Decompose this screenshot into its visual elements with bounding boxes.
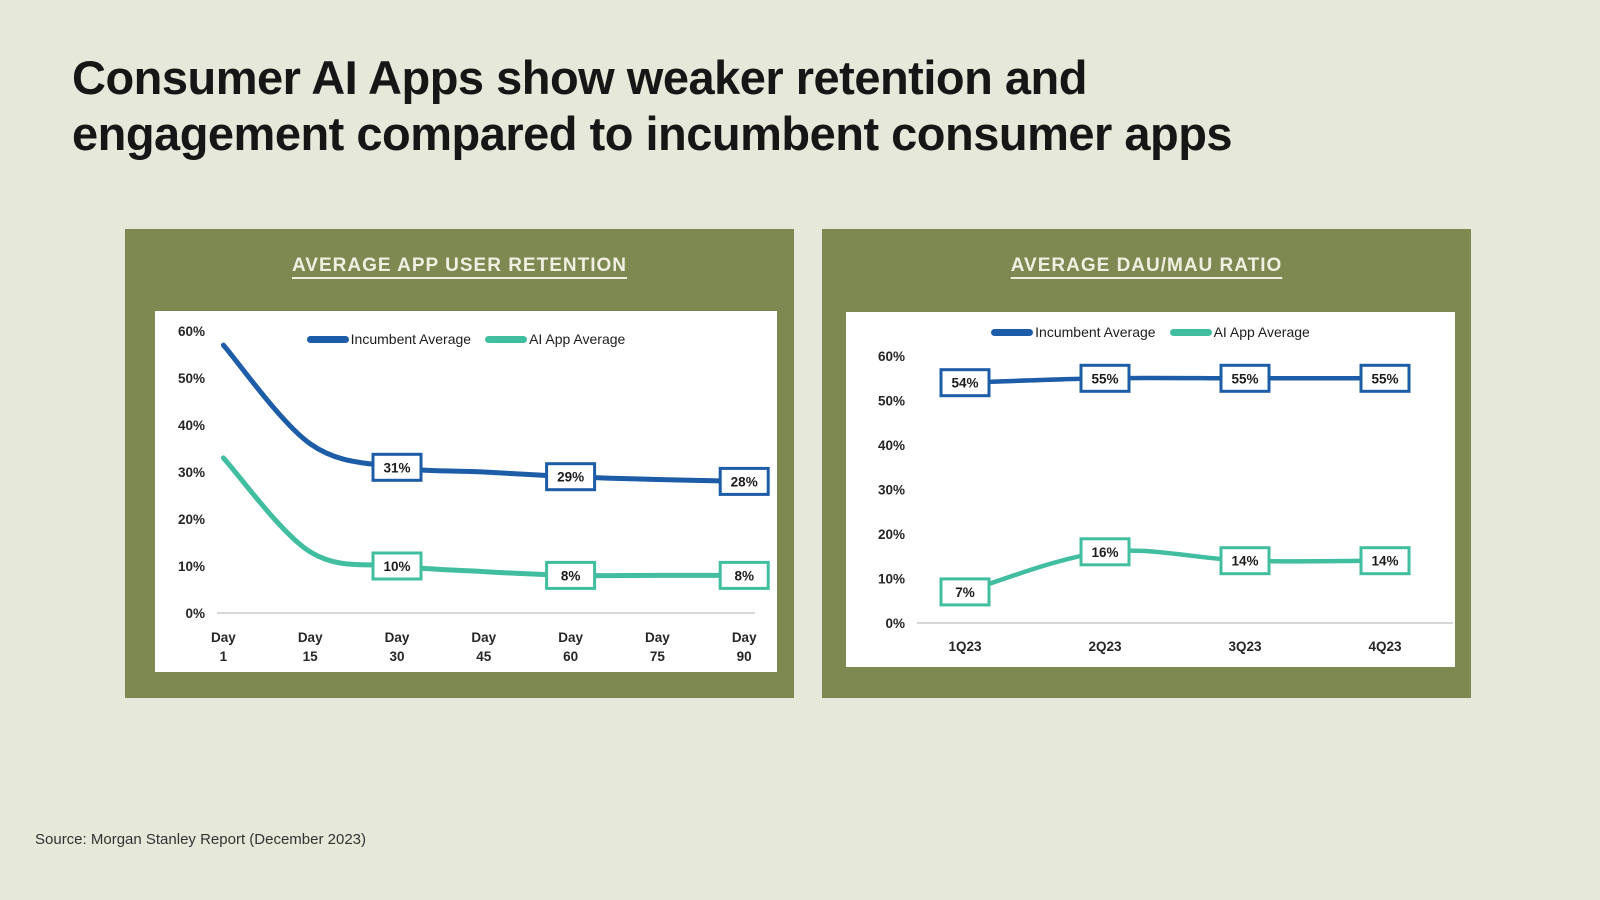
svg-text:0%: 0% — [185, 606, 205, 621]
svg-text:Day: Day — [645, 630, 670, 645]
svg-text:30: 30 — [389, 649, 404, 664]
data-label-box — [718, 466, 770, 496]
data-label: 14% — [1231, 554, 1258, 569]
retention-chart-title: AVERAGE APP USER RETENTION — [292, 255, 627, 276]
svg-text:20%: 20% — [178, 512, 205, 527]
svg-text:Day: Day — [471, 630, 496, 645]
data-label: 7% — [955, 585, 975, 600]
svg-text:10%: 10% — [178, 559, 205, 574]
source-note: Source: Morgan Stanley Report (December … — [35, 831, 366, 848]
svg-text:30%: 30% — [878, 483, 905, 498]
slide-title: Consumer AI Apps show weaker retention a… — [72, 50, 1422, 162]
data-label: 29% — [557, 470, 584, 485]
svg-text:20%: 20% — [878, 527, 905, 542]
data-label: 55% — [1371, 371, 1398, 386]
x-axis-labels: Day 1 Day 15 Day 30 Day 45 Day 60 Day 75 Day 90 — [211, 630, 757, 664]
svg-text:Day: Day — [385, 630, 410, 645]
x-axis-labels: 1Q23 2Q23 3Q23 4Q23 — [948, 639, 1402, 654]
svg-text:45: 45 — [476, 649, 492, 664]
data-label-box — [718, 560, 770, 590]
svg-text:4Q23: 4Q23 — [1368, 639, 1402, 654]
data-label-box — [1219, 363, 1271, 393]
data-label: 31% — [383, 460, 410, 475]
data-label: 10% — [383, 559, 410, 574]
svg-text:60%: 60% — [178, 324, 205, 339]
dau-mau-line-chart: 0% 10% 20% 30% 40% 50% 60% 1Q23 2Q23 3Q23 4Q23 54% 5… — [878, 349, 1453, 654]
svg-text:50%: 50% — [878, 394, 905, 409]
retention-chart-area: Incumbent Average AI App Average 0% 10% 20… — [155, 311, 777, 672]
data-label: 8% — [561, 568, 581, 583]
data-label: 8% — [734, 568, 754, 583]
svg-text:0%: 0% — [885, 616, 905, 631]
svg-text:Day: Day — [211, 630, 236, 645]
data-label-box — [939, 368, 991, 398]
series-line — [220, 342, 747, 484]
y-axis-labels: 0% 10% 20% 30% 40% 50% 60% — [878, 349, 905, 631]
data-label-box — [1079, 363, 1131, 393]
series-line — [962, 548, 1388, 595]
data-label: 55% — [1091, 371, 1118, 386]
svg-text:1: 1 — [220, 649, 228, 664]
svg-text:50%: 50% — [178, 371, 205, 386]
series-line — [220, 455, 747, 579]
svg-text:40%: 40% — [878, 438, 905, 453]
svg-text:2Q23: 2Q23 — [1088, 639, 1122, 654]
data-label: 14% — [1371, 554, 1398, 569]
svg-text:Day: Day — [732, 630, 757, 645]
svg-text:60: 60 — [563, 649, 578, 664]
data-label-box — [545, 560, 597, 590]
svg-text:60%: 60% — [878, 349, 905, 364]
data-label-box — [371, 551, 423, 581]
data-label-box — [545, 462, 597, 492]
svg-text:40%: 40% — [178, 418, 205, 433]
svg-text:10%: 10% — [878, 572, 905, 587]
svg-text:1Q23: 1Q23 — [948, 639, 982, 654]
series-line — [962, 375, 1388, 385]
dau-mau-panel: AVERAGE DAU/MAU RATIO Incumbent Average … — [822, 229, 1471, 698]
data-label: 55% — [1231, 371, 1258, 386]
svg-text:Day: Day — [298, 630, 323, 645]
slide-title-line-2: engagement compared to incumbent consume… — [72, 107, 1233, 160]
data-label: 28% — [731, 474, 758, 489]
svg-text:30%: 30% — [178, 465, 205, 480]
svg-text:75: 75 — [650, 649, 666, 664]
svg-text:90: 90 — [737, 649, 752, 664]
data-label-box — [939, 577, 991, 607]
data-label-box — [371, 452, 423, 482]
data-label: 54% — [951, 376, 978, 391]
y-axis-labels: 0% 10% 20% 30% 40% 50% 60% — [178, 324, 205, 621]
svg-text:Day: Day — [558, 630, 583, 645]
svg-text:15: 15 — [303, 649, 319, 664]
data-label-box — [1079, 537, 1131, 567]
data-label-box — [1219, 546, 1271, 576]
dau-mau-chart-area: Incumbent Average AI App Average 0% 10% 20… — [846, 312, 1455, 667]
slide-title-line-1: Consumer AI Apps show weaker retention a… — [72, 51, 1087, 104]
dau-mau-chart-title: AVERAGE DAU/MAU RATIO — [1010, 255, 1283, 276]
data-label-box — [1359, 363, 1411, 393]
svg-text:3Q23: 3Q23 — [1228, 639, 1262, 654]
data-label: 16% — [1091, 545, 1118, 560]
retention-panel: AVERAGE APP USER RETENTION Incumbent Ave… — [125, 229, 794, 698]
data-label-box — [1359, 546, 1411, 576]
retention-line-chart: 0%10%20%30%40%50%60%Day1Day15Day30Day45D… — [178, 324, 770, 664]
